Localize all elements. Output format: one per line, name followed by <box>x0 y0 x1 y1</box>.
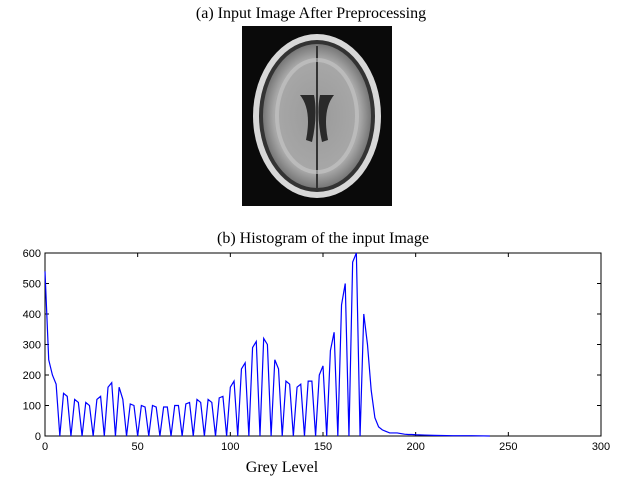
x-tick-label: 250 <box>499 441 517 453</box>
x-tick-label: 300 <box>592 441 610 453</box>
image-title: (a) Input Image After Preprocessing <box>196 5 426 22</box>
y-tick-label: 600 <box>23 248 41 260</box>
x-axis-label: Grey Level <box>246 459 319 476</box>
y-tick-label: 0 <box>35 431 41 443</box>
x-tick-label: 150 <box>314 441 332 453</box>
chart-title: (b) Histogram of the input Image <box>217 230 429 247</box>
brain-image <box>242 26 392 206</box>
y-tick-label: 300 <box>23 340 41 352</box>
x-tick-label: 100 <box>221 441 239 453</box>
y-tick-label: 200 <box>23 370 41 382</box>
y-tick-label: 100 <box>23 401 41 413</box>
histogram-line <box>44 252 490 437</box>
y-tick-label: 400 <box>23 309 41 321</box>
x-tick-label: 50 <box>132 441 144 453</box>
x-tick-label: 0 <box>42 441 48 453</box>
plot-frame <box>44 252 602 437</box>
y-tick-label: 500 <box>23 279 41 291</box>
x-tick-label: 200 <box>406 441 424 453</box>
